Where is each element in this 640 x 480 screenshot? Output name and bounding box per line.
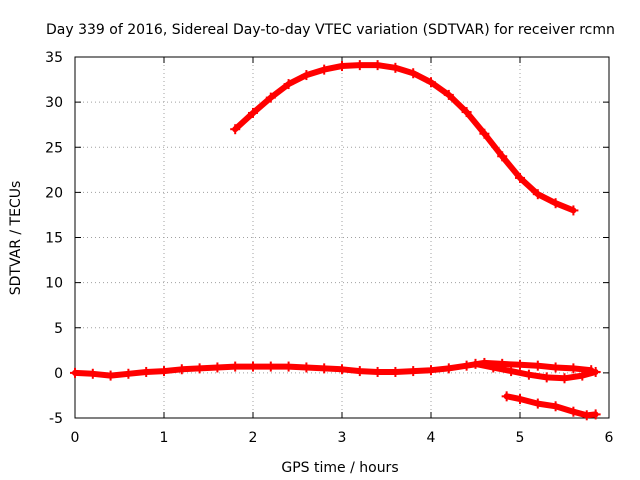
ticks-layer: 0 1 2 3 4 5 6 -5 0 5 10 15 20 25 30 35 xyxy=(45,50,613,446)
data-point xyxy=(337,61,347,72)
data-point xyxy=(159,366,169,377)
series-line xyxy=(232,62,577,214)
data-point xyxy=(532,189,543,200)
data-point xyxy=(541,372,552,383)
data-point xyxy=(568,406,579,417)
data-point xyxy=(443,89,454,100)
data-point xyxy=(265,92,276,103)
x-tick-label: 0 xyxy=(71,430,80,446)
y-tick-label: 25 xyxy=(45,140,63,156)
x-tick-label: 4 xyxy=(427,430,436,446)
data-point xyxy=(354,60,365,71)
data-point xyxy=(590,366,601,377)
data-point xyxy=(488,362,499,373)
y-tick-label: -5 xyxy=(49,411,63,427)
x-tick-label: 1 xyxy=(160,430,169,446)
data-point xyxy=(372,366,383,377)
data-point xyxy=(501,391,512,402)
data-point xyxy=(532,398,543,409)
data-point xyxy=(372,60,383,71)
data-point xyxy=(408,366,419,377)
data-point xyxy=(248,361,258,372)
data-point xyxy=(532,360,543,371)
data-point xyxy=(319,64,330,75)
data-point xyxy=(70,367,80,378)
y-tick-label: 15 xyxy=(45,231,63,247)
data-point xyxy=(590,409,601,420)
data-point xyxy=(265,361,276,372)
data-point xyxy=(559,373,570,384)
data-point xyxy=(515,359,525,370)
data-point xyxy=(426,77,436,88)
data-point xyxy=(283,361,294,372)
data-point xyxy=(319,363,330,374)
data-point xyxy=(123,368,134,379)
data-point xyxy=(87,368,98,379)
y-axis-label: SDTVAR / TECUs xyxy=(8,181,24,296)
chart-title: Day 339 of 2016, Sidereal Day-to-day VTE… xyxy=(46,22,615,38)
data-point xyxy=(301,70,312,81)
data-point xyxy=(248,107,258,118)
series-layer xyxy=(70,60,601,421)
y-tick-label: 20 xyxy=(45,185,63,201)
x-tick-label: 2 xyxy=(249,430,258,446)
data-point xyxy=(550,198,561,209)
data-point xyxy=(390,366,401,377)
data-point xyxy=(550,362,561,373)
data-point xyxy=(523,369,534,380)
data-point xyxy=(577,370,588,381)
data-point xyxy=(479,128,490,139)
data-point xyxy=(550,401,561,412)
data-point xyxy=(283,79,294,90)
x-tick-label: 6 xyxy=(605,430,614,446)
data-point xyxy=(212,362,223,373)
data-point xyxy=(230,124,241,135)
x-tick-label: 5 xyxy=(516,430,525,446)
data-point xyxy=(390,62,401,73)
y-tick-label: 10 xyxy=(45,276,63,292)
y-tick-label: 5 xyxy=(54,321,63,337)
data-point xyxy=(426,365,436,376)
x-tick-label: 3 xyxy=(338,430,347,446)
data-point xyxy=(443,363,454,374)
data-point xyxy=(301,362,312,373)
data-point xyxy=(176,364,187,375)
data-point xyxy=(141,366,152,377)
y-tick-label: 35 xyxy=(45,50,63,66)
data-point xyxy=(408,68,419,79)
data-point xyxy=(581,410,592,421)
data-point xyxy=(461,360,472,371)
data-point xyxy=(105,370,116,381)
data-point xyxy=(497,151,508,162)
data-point xyxy=(470,358,481,369)
data-point xyxy=(230,361,241,372)
x-axis-label: GPS time / hours xyxy=(281,460,398,476)
y-tick-label: 0 xyxy=(54,366,63,382)
data-point xyxy=(515,394,525,405)
data-point xyxy=(515,172,525,183)
data-point xyxy=(568,205,579,216)
data-point xyxy=(461,107,472,118)
data-point xyxy=(568,363,579,374)
data-point xyxy=(337,364,347,375)
data-point xyxy=(194,363,205,374)
data-point xyxy=(506,366,517,377)
data-point xyxy=(354,366,365,377)
y-tick-label: 30 xyxy=(45,95,63,111)
